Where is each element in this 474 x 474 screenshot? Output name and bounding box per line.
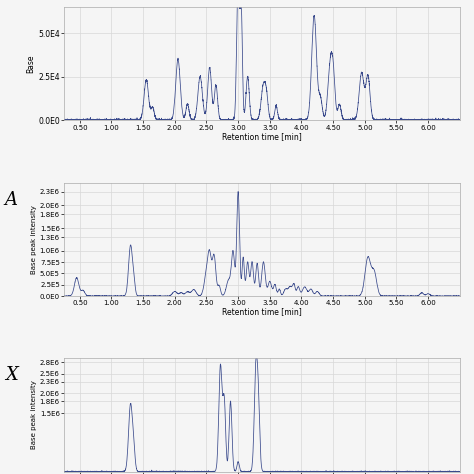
X-axis label: Retention time [min]: Retention time [min] (222, 308, 302, 317)
Y-axis label: Base peak intensity: Base peak intensity (31, 205, 37, 274)
Text: X: X (5, 366, 18, 384)
Y-axis label: Base: Base (26, 55, 35, 73)
Y-axis label: Base peak intensity: Base peak intensity (31, 381, 37, 449)
X-axis label: Retention time [min]: Retention time [min] (222, 132, 302, 141)
Text: A: A (5, 191, 18, 209)
